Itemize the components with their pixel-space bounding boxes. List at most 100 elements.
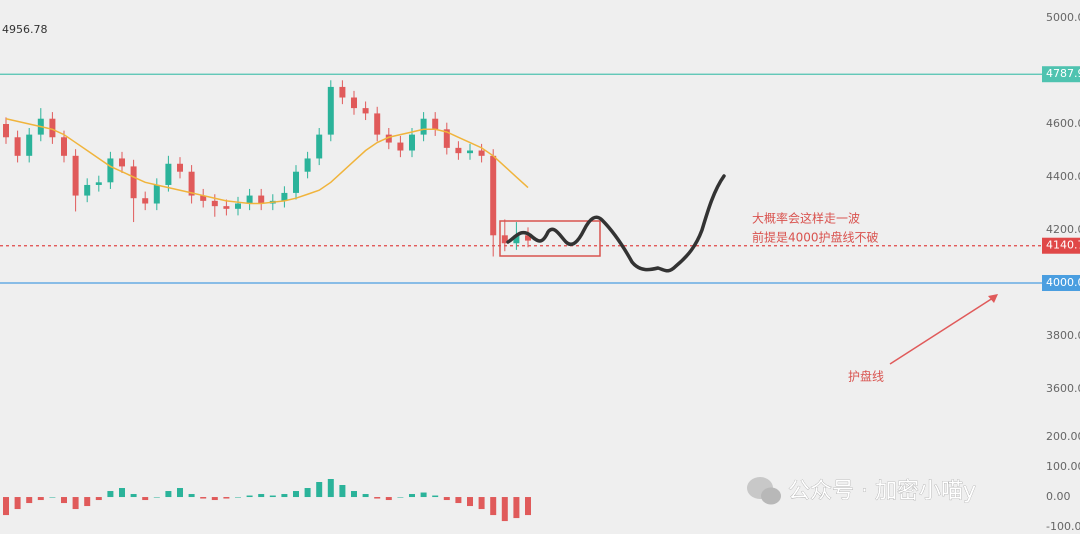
candle-body xyxy=(432,118,439,130)
candle-body xyxy=(525,235,531,241)
candle-body xyxy=(455,147,462,154)
macd-bar xyxy=(153,497,160,498)
macd-bar xyxy=(84,497,91,507)
macd-bar xyxy=(130,494,137,498)
candle-body xyxy=(467,150,473,154)
level-label: 4140.7 xyxy=(1046,239,1080,252)
macd-tick-label: -100.00 xyxy=(1046,520,1080,533)
macd-bar xyxy=(119,488,125,498)
macd-bar xyxy=(490,497,497,516)
macd-bar xyxy=(478,497,485,510)
macd-bar xyxy=(269,495,276,498)
macd-bar xyxy=(293,491,299,498)
macd-bar xyxy=(420,492,427,498)
arrow-line xyxy=(889,295,997,365)
candle-body xyxy=(188,171,195,196)
level-badge xyxy=(1042,275,1080,292)
candle-body xyxy=(316,134,323,159)
candle-body xyxy=(501,235,508,244)
moving-average xyxy=(5,117,529,205)
candle-body xyxy=(153,184,160,204)
candle-body xyxy=(351,97,357,109)
candle-body xyxy=(95,182,102,185)
macd-bar xyxy=(397,497,404,498)
level-badge xyxy=(1042,66,1080,83)
candle-body xyxy=(165,163,172,185)
macd-bar xyxy=(49,497,56,498)
macd-bar xyxy=(432,495,439,498)
candle-body xyxy=(409,134,415,151)
macd-bar xyxy=(223,497,230,499)
candle-body xyxy=(84,184,91,196)
macd-tick-label: 200.00 xyxy=(1046,430,1080,443)
macd-bar xyxy=(409,494,415,498)
level-badge xyxy=(1042,237,1080,254)
macd-bar xyxy=(14,497,21,510)
candle-body xyxy=(443,129,450,148)
highlight-box xyxy=(499,220,601,257)
top-label: 4956.78 xyxy=(2,23,48,36)
macd-bar xyxy=(443,497,450,501)
macd-bar xyxy=(455,497,462,504)
candle-body xyxy=(374,113,381,135)
macd-bar xyxy=(501,497,508,522)
macd-bar xyxy=(258,494,265,498)
macd-bar xyxy=(304,488,311,498)
candle-body xyxy=(362,108,369,114)
candle-body xyxy=(72,155,79,196)
macd-bar xyxy=(26,497,33,504)
macd-bar xyxy=(339,485,346,498)
candle-body xyxy=(130,166,137,199)
candle-body xyxy=(339,86,346,98)
candle-body xyxy=(3,124,9,138)
candle-body xyxy=(420,118,427,135)
level-label: 4787.9 xyxy=(1046,67,1080,80)
macd-bar xyxy=(177,488,183,498)
candle-body xyxy=(246,195,253,204)
candle-body xyxy=(258,195,265,204)
y-tick-label: 5000.00 xyxy=(1046,11,1080,24)
macd-bar xyxy=(327,478,334,498)
candle-body xyxy=(26,134,33,156)
macd-bar xyxy=(142,497,149,501)
y-tick-label: 3600.00 xyxy=(1046,382,1080,395)
macd-bar xyxy=(72,497,79,510)
y-tick-label: 3800.00 xyxy=(1046,329,1080,342)
macd-bar xyxy=(107,491,114,498)
macd-bar xyxy=(281,494,288,498)
macd-bar xyxy=(165,491,172,498)
y-tick-label: 4200.00 xyxy=(1046,223,1080,236)
macd-bar xyxy=(374,497,381,499)
macd-bar xyxy=(316,482,323,498)
candle-body xyxy=(119,158,125,167)
macd-bar xyxy=(95,497,102,501)
candle-body xyxy=(142,198,149,204)
candle-body xyxy=(211,200,218,207)
candle-body xyxy=(478,150,485,156)
watermark-icon xyxy=(747,477,781,505)
candle-body xyxy=(14,137,21,156)
macd-bar xyxy=(61,497,67,504)
candle-body xyxy=(61,137,67,156)
macd-bar xyxy=(246,495,253,498)
macd-bar xyxy=(525,497,531,516)
macd-bar xyxy=(385,497,392,501)
macd-bar xyxy=(188,494,195,498)
macd-bar xyxy=(351,491,357,498)
candle-body xyxy=(235,203,241,209)
candle-body xyxy=(490,155,497,236)
level-label: 4000.0 xyxy=(1046,276,1080,289)
candle-body xyxy=(293,171,299,193)
watermark: 公众号 · 加密小喵y xyxy=(788,479,976,504)
annotation: 大概率会这样走一波 xyxy=(752,211,860,226)
macd-bar xyxy=(211,497,218,501)
annotation: 前提是4000护盘线不破 xyxy=(752,230,879,245)
candle-body xyxy=(304,158,311,172)
macd-tick-label: 0.00 xyxy=(1046,490,1071,503)
macd-bar xyxy=(200,497,207,499)
projection-sketch xyxy=(506,174,726,273)
candle-body xyxy=(49,118,56,138)
candle-body xyxy=(177,163,183,172)
